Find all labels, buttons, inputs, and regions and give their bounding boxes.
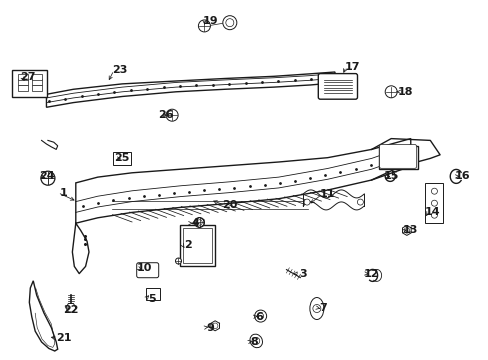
Bar (180, 225, 215, 266)
Text: 6: 6 (255, 312, 263, 322)
Circle shape (304, 199, 309, 205)
Circle shape (198, 20, 210, 32)
Polygon shape (46, 72, 334, 107)
Bar (32, 85, 42, 91)
Text: 9: 9 (206, 323, 214, 333)
Circle shape (312, 305, 320, 312)
Text: 2: 2 (184, 240, 192, 250)
Polygon shape (76, 139, 410, 223)
Bar (32, 74, 42, 80)
Circle shape (357, 199, 363, 205)
Bar (183, 228, 212, 264)
Circle shape (430, 188, 437, 194)
Bar (12, 70, 47, 97)
Text: 5: 5 (147, 294, 155, 304)
Text: 22: 22 (63, 305, 79, 315)
Ellipse shape (223, 16, 236, 30)
Text: 19: 19 (202, 16, 218, 26)
Circle shape (166, 109, 178, 121)
Text: 1: 1 (60, 188, 67, 198)
Bar (113, 152, 131, 165)
Circle shape (430, 200, 437, 206)
Text: 15: 15 (383, 171, 398, 181)
Bar (425, 183, 443, 223)
Text: 17: 17 (344, 62, 359, 72)
Circle shape (257, 313, 263, 319)
Polygon shape (66, 303, 76, 312)
Circle shape (196, 220, 202, 225)
Text: 4: 4 (191, 218, 199, 228)
Circle shape (225, 19, 233, 27)
FancyBboxPatch shape (379, 144, 416, 168)
Circle shape (430, 212, 437, 218)
Text: 7: 7 (318, 303, 326, 313)
Bar (145, 288, 159, 300)
Circle shape (194, 217, 204, 228)
Bar (378, 146, 417, 169)
Bar (18, 85, 28, 91)
Text: 24: 24 (39, 171, 54, 181)
Text: 23: 23 (112, 65, 127, 75)
Text: 14: 14 (424, 207, 440, 217)
Text: 27: 27 (20, 72, 36, 82)
Text: 12: 12 (363, 269, 379, 279)
Ellipse shape (309, 297, 323, 320)
Text: 20: 20 (222, 200, 237, 210)
Polygon shape (29, 281, 58, 351)
Circle shape (252, 337, 259, 345)
Text: 18: 18 (397, 87, 413, 97)
Text: 16: 16 (453, 171, 469, 181)
Text: 26: 26 (158, 110, 174, 120)
Text: 11: 11 (319, 189, 335, 199)
Bar (32, 79, 42, 85)
Circle shape (254, 310, 266, 322)
Bar (18, 74, 28, 80)
Circle shape (385, 86, 396, 98)
Text: 8: 8 (250, 337, 258, 347)
Text: 10: 10 (136, 263, 152, 273)
Text: 25: 25 (114, 153, 130, 163)
Bar (18, 79, 28, 85)
Circle shape (175, 258, 181, 264)
Text: 3: 3 (299, 269, 306, 279)
Circle shape (403, 228, 409, 233)
Circle shape (41, 171, 55, 185)
Ellipse shape (249, 334, 262, 348)
FancyBboxPatch shape (318, 73, 357, 99)
Text: 21: 21 (56, 333, 71, 343)
Text: 13: 13 (402, 225, 418, 235)
FancyBboxPatch shape (137, 263, 159, 278)
Circle shape (212, 323, 218, 329)
